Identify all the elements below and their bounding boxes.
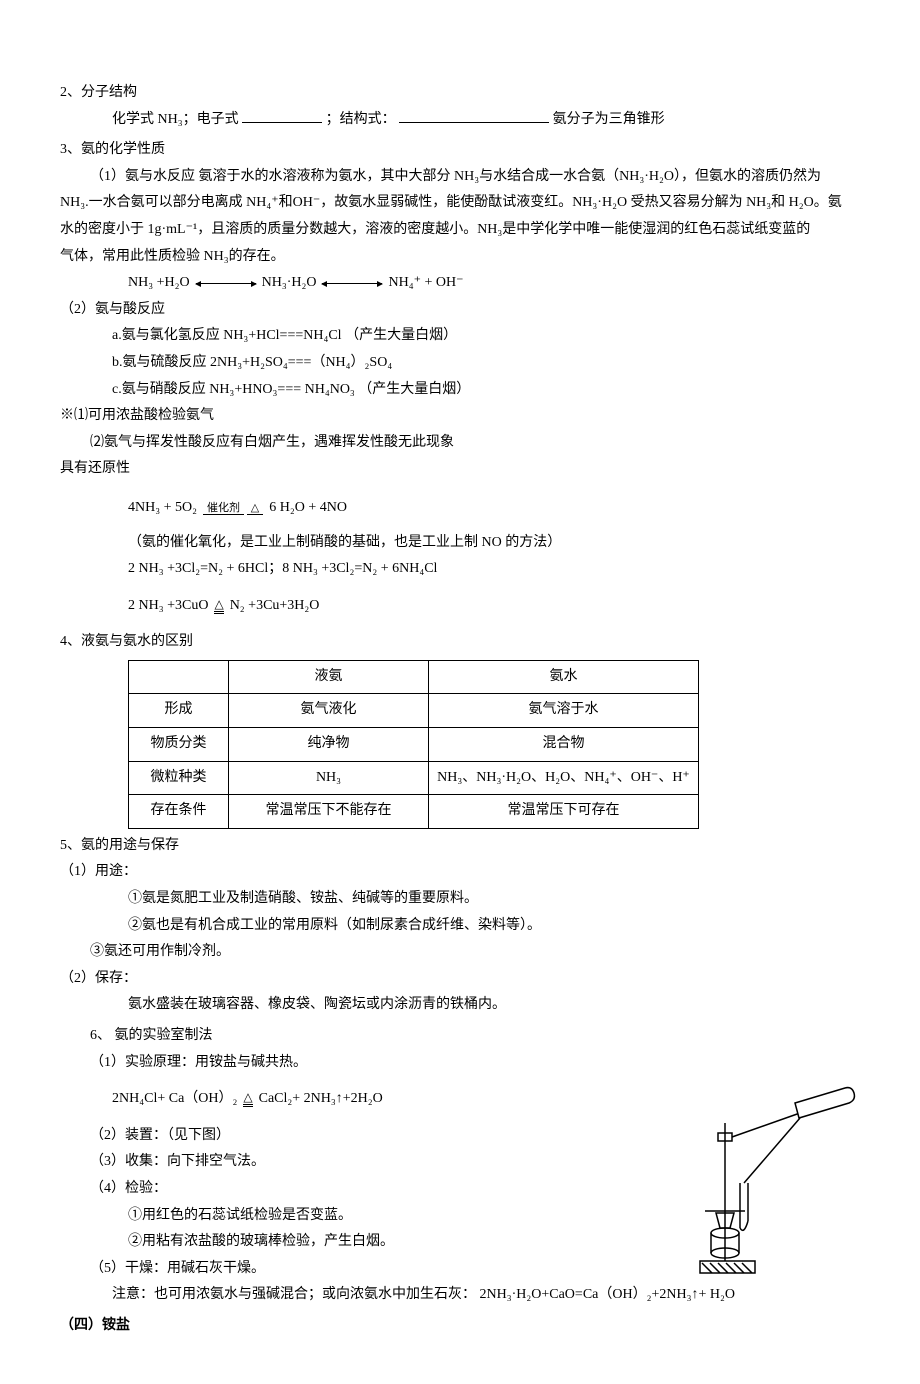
redux-heading: 具有还原性	[60, 456, 860, 483]
para: （1）氨与水反应 氨溶于水的水溶液称为氨水，其中大部分 NH₃与水结合成一水合氨…	[60, 164, 860, 191]
table-cell	[129, 660, 229, 694]
sub-1: （1）用途：	[60, 859, 860, 886]
text: 化学式 NH₃；电子式	[112, 112, 239, 127]
table-row: 微粒种类 NH₃ NH₃、NH₃·H₂O、H₂O、NH₄⁺、OH⁻、H⁺	[129, 761, 699, 795]
note-2: ⑵氨气与挥发性酸反应有白烟产生，遇难挥发性酸无此现象	[60, 430, 860, 457]
eq-left: 2NH₄Cl+ Ca（OH）₂	[112, 1086, 237, 1113]
table-cell: 氨气溶于水	[429, 694, 699, 728]
table-cell: 氨气液化	[229, 694, 429, 728]
sub-2: （2）保存：	[60, 966, 860, 993]
table-cell: 微粒种类	[129, 761, 229, 795]
eq-a: a.氨与氯化氢反应 NH₃+HCl===NH₄Cl （产生大量白烟）	[60, 323, 860, 350]
equation-cuo: 2 NH₃ +3CuO △ N₂ +3Cu+3H₂O	[60, 593, 319, 620]
blank-electron	[242, 109, 322, 123]
eq-b: b.氨与硫酸反应 2NH₃+H₂SO₄===（NH₄）₂SO₄	[60, 350, 860, 377]
note: 注意：也可用浓氨水与强碱混合；或向浓氨水中加生石灰： 2NH₃·H₂O+CaO=…	[60, 1282, 860, 1309]
table-cell: 纯净物	[229, 728, 429, 762]
heading-3: 3、氨的化学性质	[60, 137, 860, 164]
eq-right: CaCl₂+ 2NH₃↑+2H₂O	[259, 1086, 383, 1113]
eq-left: NH₃ +H₂O	[128, 270, 190, 297]
table-cell: 物质分类	[129, 728, 229, 762]
table-row: 液氨 氨水	[129, 660, 699, 694]
table-row: 物质分类 纯净物 混合物	[129, 728, 699, 762]
equilibrium-arrow-icon	[196, 283, 256, 284]
item: ①氨是氮肥工业及制造硝酸、铵盐、纯碱等的重要原料。	[60, 886, 860, 913]
principle: （1）实验原理：用铵盐与碱共热。	[60, 1050, 860, 1077]
heat-condition-icon: △	[243, 1091, 252, 1107]
item: ③氨还可用作制冷剂。	[60, 939, 860, 966]
eq-cl2: 2 NH₃ +3Cl₂=N₂ + 6HCl；8 NH₃ +3Cl₂=N₂ + 6…	[60, 556, 860, 583]
table-cell: 形成	[129, 694, 229, 728]
table-cell: 氨水	[429, 660, 699, 694]
section-comparison: 4、液氨与氨水的区别 液氨 氨水 形成 氨气液化 氨气溶于水 物质分类 纯净物 …	[60, 629, 860, 829]
table-cell: NH₃、NH₃·H₂O、H₂O、NH₄⁺、OH⁻、H⁺	[429, 761, 699, 795]
item: 氨水盛装在玻璃容器、橡皮袋、陶瓷坛或内涂沥青的铁桶内。	[60, 992, 860, 1019]
table-cell: 混合物	[429, 728, 699, 762]
eq-right: N₂ +3Cu+3H₂O	[230, 593, 320, 620]
table-row: 形成 氨气液化 氨气溶于水	[129, 694, 699, 728]
blank-structure	[399, 109, 549, 123]
table-cell: 存在条件	[129, 795, 229, 829]
sub-heading: （2）氨与酸反应	[60, 297, 860, 324]
table-row: 存在条件 常温常压下不能存在 常温常压下可存在	[129, 795, 699, 829]
heading-6: 6、 氨的实验室制法	[60, 1023, 860, 1050]
equilibrium-arrow-icon	[322, 283, 382, 284]
section-chemical-properties: 3、氨的化学性质 （1）氨与水反应 氨溶于水的水溶液称为氨水，其中大部分 NH₃…	[60, 137, 860, 625]
text: 氨分子为三角锥形	[553, 112, 665, 127]
eq-left: 2 NH₃ +3CuO	[128, 593, 208, 620]
section-ammonium: （四）铵盐	[60, 1313, 860, 1340]
eq-c: c.氨与硝酸反应 NH₃+HNO₃=== NH₄NO₃ （产生大量白烟）	[60, 377, 860, 404]
section-lab-prep: 6、 氨的实验室制法 （1）实验原理：用铵盐与碱共热。 2NH₄Cl+ Ca（O…	[60, 1023, 860, 1309]
eq-mid: NH₃·H₂O	[262, 270, 317, 297]
para: NH₃.一水合氨可以部分电离成 NH₄⁺和OH⁻，故氨水显弱碱性，能使酚酞试液变…	[60, 190, 860, 217]
table-cell: 常温常压下不能存在	[229, 795, 429, 829]
heading-2: 2、分子结构	[60, 80, 860, 107]
heading-5: 5、氨的用途与保存	[60, 833, 860, 860]
table-cell: NH₃	[229, 761, 429, 795]
comparison-table: 液氨 氨水 形成 氨气液化 氨气溶于水 物质分类 纯净物 混合物 微粒种类 NH…	[128, 660, 699, 829]
eq-right: 6 H₂O + 4NO	[269, 495, 347, 522]
eq-right: NH₄⁺ + OH⁻	[388, 270, 463, 297]
section-molecular-structure: 2、分子结构 化学式 NH₃；电子式 ；结构式： 氨分子为三角锥形	[60, 80, 860, 133]
text: ；结构式：	[326, 112, 396, 127]
heat-condition-icon: △	[214, 598, 223, 614]
equation-catalytic: 4NH₃ + 5O₂ 催化剂 △ 6 H₂O + 4NO	[60, 495, 347, 522]
note-1: ※⑴可用浓盐酸检验氨气	[60, 403, 860, 430]
table-cell: 液氨	[229, 660, 429, 694]
eq-left: 4NH₃ + 5O₂	[128, 495, 197, 522]
lab-apparatus-icon	[680, 1083, 860, 1283]
equation-lab: 2NH₄Cl+ Ca（OH）₂ △ CaCl₂+ 2NH₃↑+2H₂O	[60, 1086, 383, 1113]
para: 水的密度小于 1g·mL⁻¹，且溶质的质量分数越大，溶液的密度越小。NH₃是中学…	[60, 217, 860, 244]
formula-line: 化学式 NH₃；电子式 ；结构式： 氨分子为三角锥形	[60, 107, 860, 134]
heading-4: 4、液氨与氨水的区别	[60, 629, 860, 656]
eq-note: （氨的催化氧化，是工业上制硝酸的基础，也是工业上制 NO 的方法）	[60, 530, 860, 557]
table-cell: 常温常压下可存在	[429, 795, 699, 829]
equation-water: NH₃ +H₂O NH₃·H₂O NH₄⁺ + OH⁻	[60, 270, 463, 297]
para: 气体，常用此性质检验 NH₃的存在。	[60, 244, 860, 271]
item: ②氨也是有机合成工业的常用原料（如制尿素合成纤维、染料等）。	[60, 913, 860, 940]
catalyst-condition-icon: 催化剂 △	[203, 502, 263, 514]
section-uses: 5、氨的用途与保存 （1）用途： ①氨是氮肥工业及制造硝酸、铵盐、纯碱等的重要原…	[60, 833, 860, 1019]
heading-ammonium: （四）铵盐	[60, 1313, 860, 1340]
